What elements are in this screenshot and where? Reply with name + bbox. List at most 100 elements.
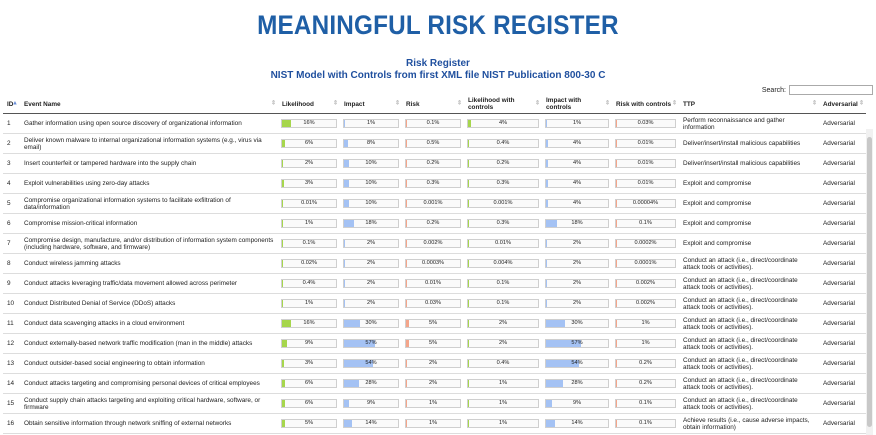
- col-header-ttp[interactable]: TTP ⇕: [679, 95, 819, 114]
- risk-bar: 0.001%: [405, 199, 461, 208]
- scrollbar-thumb[interactable]: [867, 137, 872, 427]
- sort-asc-icon: ▲: [12, 100, 18, 107]
- likelihood-with-controls-bar: 1%: [467, 399, 539, 408]
- likelihood-with-controls-value: 0.3%: [496, 180, 510, 186]
- impact-value: 14%: [365, 420, 377, 426]
- col-header-adversarial[interactable]: Adversarial ⇕: [819, 95, 866, 114]
- cell-risk-with-controls: 0.0001%: [612, 253, 679, 274]
- cell-likelihood-with-controls: 0.2%: [464, 153, 542, 174]
- search-input[interactable]: [789, 85, 873, 95]
- cell-impact: 10%: [340, 153, 402, 174]
- impact-with-controls-value: 14%: [571, 420, 583, 426]
- cell-likelihood-with-controls: 0.4%: [464, 133, 542, 154]
- cell-likelihood-with-controls: 0.004%: [464, 253, 542, 274]
- risk-bar: 1%: [405, 419, 461, 428]
- table-row: 4 Exploit vulnerabilities using zero-day …: [3, 173, 866, 194]
- likelihood-with-controls-bar: 1%: [467, 379, 539, 388]
- cell-risk: 0.3%: [402, 173, 464, 194]
- impact-with-controls-bar: 28%: [545, 379, 609, 388]
- col-header-impact-with-controls[interactable]: Impact with controls ⇕: [542, 95, 612, 114]
- impact-value: 10%: [365, 180, 377, 186]
- risk-with-controls-bar: 0.1%: [615, 399, 676, 408]
- impact-bar-fill: [344, 420, 352, 427]
- cell-ttp: Conduct an attack (i.e., direct/coordina…: [679, 293, 819, 314]
- impact-with-controls-value: 54%: [571, 360, 583, 366]
- impact-bar-fill: [344, 120, 345, 127]
- cell-adversarial: Adversarial: [819, 293, 866, 314]
- risk-value: 1%: [428, 420, 438, 426]
- cell-id: 11: [3, 313, 20, 334]
- cell-risk: 0.0003%: [402, 253, 464, 274]
- cell-impact: 14%: [340, 413, 402, 434]
- likelihood-with-controls-value: 4%: [498, 120, 508, 126]
- likelihood-bar: 1%: [281, 299, 337, 308]
- cell-likelihood: 0.01%: [278, 193, 340, 214]
- impact-with-controls-bar: 54%: [545, 359, 609, 368]
- likelihood-bar: 5%: [281, 419, 337, 428]
- col-header-id[interactable]: ID ▲: [3, 95, 20, 114]
- likelihood-value: 0.02%: [301, 260, 317, 266]
- risk-bar: 0.002%: [405, 239, 461, 248]
- cell-impact: 2%: [340, 273, 402, 294]
- col-header-likelihood[interactable]: Likelihood ⇕: [278, 95, 340, 114]
- cell-ttp: Deliver/insert/install malicious capabil…: [679, 153, 819, 174]
- cell-impact: 2%: [340, 293, 402, 314]
- impact-with-controls-value: 18%: [571, 220, 583, 226]
- risk-bar: 1%: [405, 399, 461, 408]
- cell-risk-with-controls: 1%: [612, 333, 679, 354]
- impact-bar: 54%: [343, 359, 399, 368]
- impact-value: 8%: [366, 140, 376, 146]
- col-header-event-name[interactable]: Event Name ⇕: [20, 95, 278, 114]
- cell-likelihood-with-controls: 2%: [464, 333, 542, 354]
- likelihood-value: 0.4%: [302, 280, 316, 286]
- risk-bar-fill: [406, 340, 409, 347]
- cell-impact-with-controls: 2%: [542, 273, 612, 294]
- cell-adversarial: Adversarial: [819, 353, 866, 374]
- likelihood-bar: 1%: [281, 219, 337, 228]
- risk-with-controls-bar: 0.01%: [615, 159, 676, 168]
- risk-bar: 0.5%: [405, 139, 461, 148]
- likelihood-with-controls-value: 0.01%: [495, 240, 511, 246]
- likelihood-with-controls-bar: 1%: [467, 419, 539, 428]
- cell-risk: 0.001%: [402, 193, 464, 214]
- table-scrollbar[interactable]: [866, 129, 873, 435]
- impact-with-controls-value: 4%: [572, 180, 582, 186]
- likelihood-with-controls-value: 0.001%: [493, 200, 513, 206]
- impact-bar: 28%: [343, 379, 399, 388]
- likelihood-value: 1%: [304, 300, 314, 306]
- impact-bar-fill: [344, 200, 350, 207]
- impact-with-controls-value: 1%: [572, 120, 582, 126]
- cell-impact-with-controls: 14%: [542, 413, 612, 434]
- likelihood-with-controls-value: 1%: [498, 420, 508, 426]
- table-row: 2 Deliver known malware to internal organ…: [3, 133, 866, 154]
- likelihood-bar-fill: [282, 380, 286, 387]
- cell-likelihood: 1%: [278, 293, 340, 314]
- impact-with-controls-bar: 4%: [545, 199, 609, 208]
- impact-bar: 2%: [343, 239, 399, 248]
- col-header-risk-with-controls[interactable]: Risk with controls ⇕: [612, 95, 679, 114]
- col-header-impact[interactable]: Impact ⇕: [340, 95, 402, 114]
- risk-bar: 0.3%: [405, 179, 461, 188]
- impact-with-controls-bar-fill: [546, 180, 549, 187]
- col-header-likelihood-with-controls[interactable]: Likelihood with controls ⇕: [464, 95, 542, 114]
- likelihood-with-controls-bar: 2%: [467, 319, 539, 328]
- risk-with-controls-bar: 0.1%: [615, 219, 676, 228]
- table-row: 8 Conduct wireless jamming attacks 0.02% 2%…: [3, 253, 866, 274]
- cell-likelihood: 2%: [278, 153, 340, 174]
- impact-value: 10%: [365, 160, 377, 166]
- cell-event-name: Conduct attacks targeting and compromisi…: [20, 373, 278, 394]
- risk-value: 0.5%: [426, 140, 440, 146]
- cell-id: 9: [3, 273, 20, 294]
- col-header-risk[interactable]: Risk ⇕: [402, 95, 464, 114]
- register-title: Risk Register: [406, 58, 470, 69]
- cell-likelihood: 3%: [278, 353, 340, 374]
- likelihood-bar: 6%: [281, 399, 337, 408]
- impact-bar-fill: [344, 340, 375, 347]
- cell-likelihood-with-controls: 0.1%: [464, 273, 542, 294]
- table-row: 13 Conduct outsider-based social engineer…: [3, 353, 866, 374]
- cell-event-name: Gather information using open source dis…: [20, 113, 278, 134]
- cell-risk-with-controls: 0.00004%: [612, 193, 679, 214]
- cell-risk-with-controls: 0.01%: [612, 133, 679, 154]
- impact-with-controls-bar: 18%: [545, 219, 609, 228]
- cell-id: 2: [3, 133, 20, 154]
